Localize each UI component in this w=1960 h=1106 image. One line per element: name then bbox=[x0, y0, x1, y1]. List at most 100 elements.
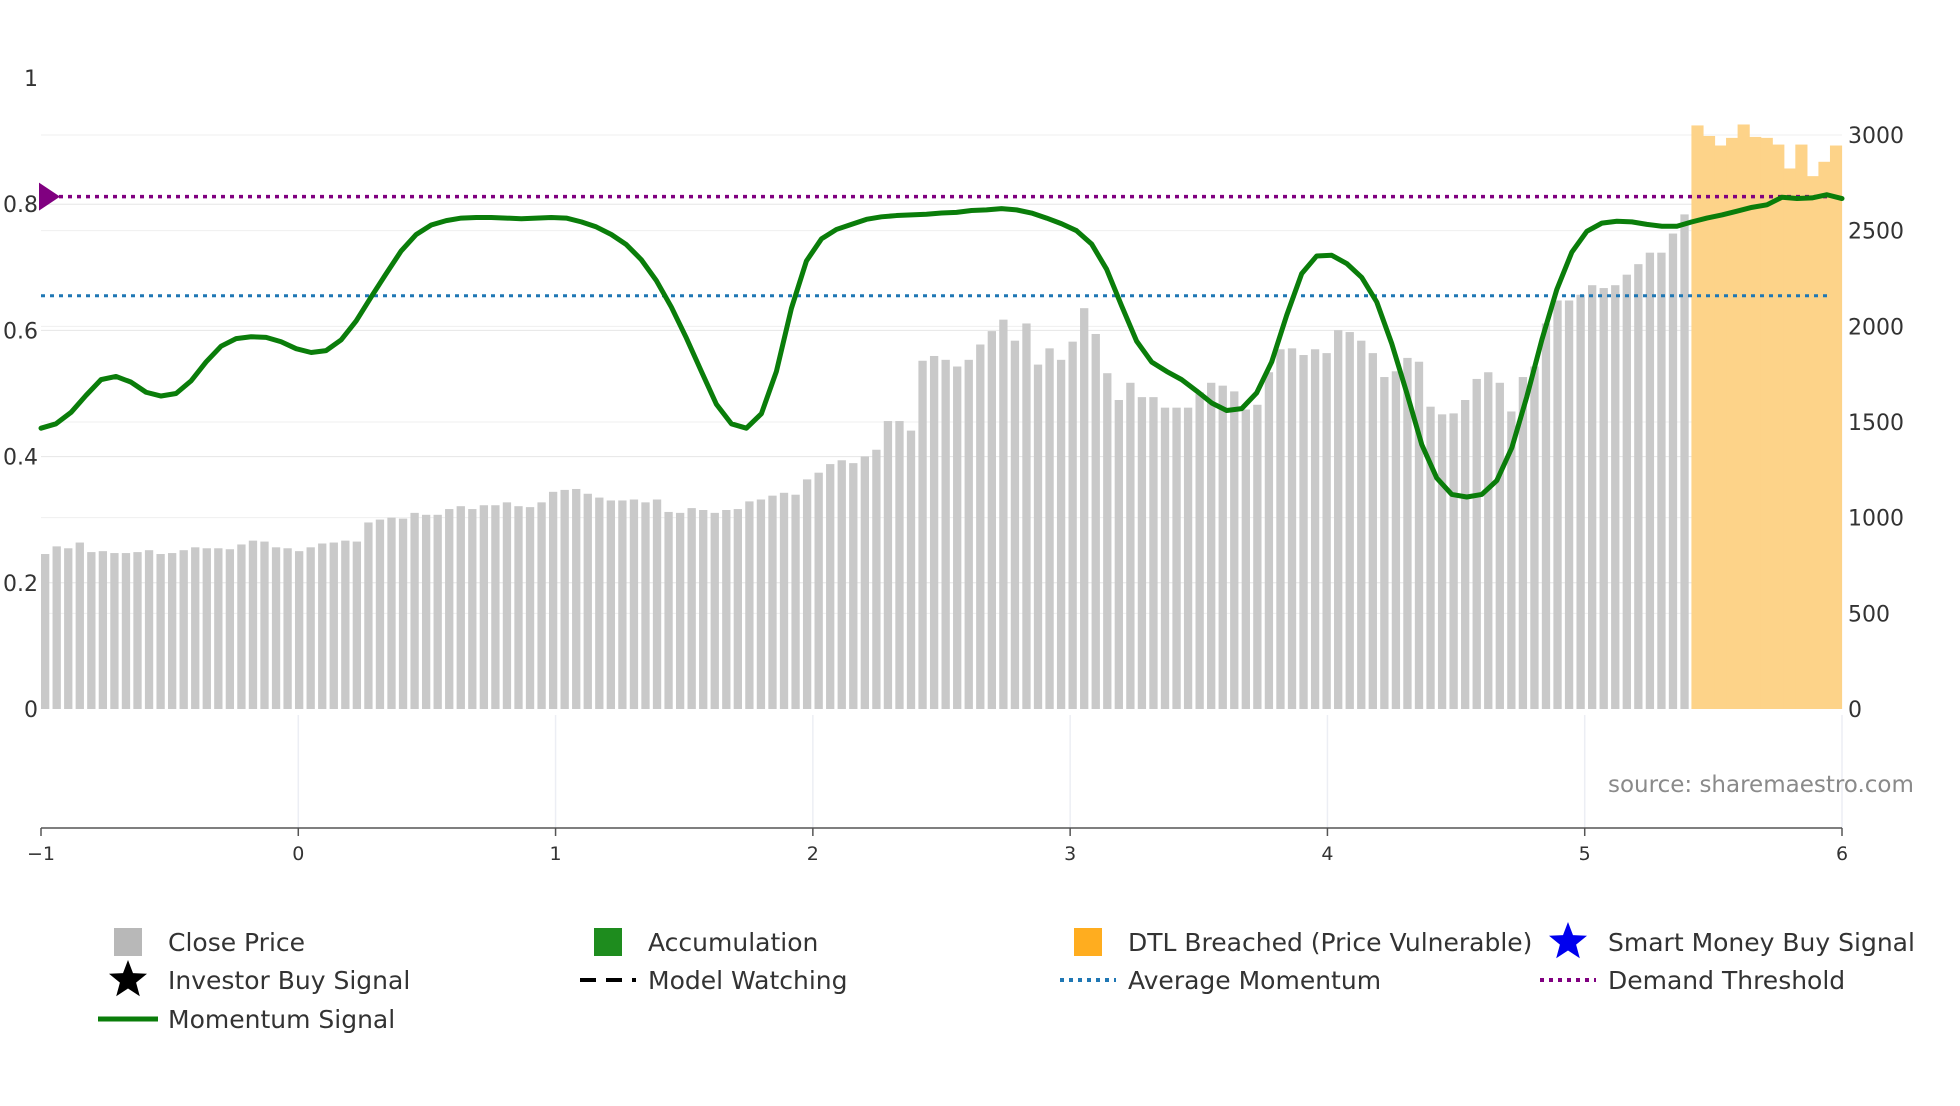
x-tick-label: −1 bbox=[27, 843, 55, 865]
close-price-bar bbox=[179, 550, 188, 709]
close-price-bar bbox=[1495, 382, 1504, 709]
close-price-bar bbox=[1576, 294, 1585, 709]
close-price-bar bbox=[837, 460, 846, 709]
legend-item: DTL Breached (Price Vulnerable) bbox=[1074, 928, 1532, 957]
close-price-bar bbox=[618, 500, 627, 709]
close-price-bar bbox=[1588, 285, 1597, 709]
close-price-bar bbox=[283, 548, 292, 709]
close-price-bar bbox=[1068, 341, 1077, 709]
close-price-bar bbox=[191, 547, 200, 709]
legend-label: DTL Breached (Price Vulnerable) bbox=[1128, 928, 1532, 957]
legend-label: Momentum Signal bbox=[168, 1005, 395, 1034]
close-price-bar bbox=[1276, 349, 1285, 709]
close-price-bar bbox=[629, 499, 639, 709]
close-price-bar bbox=[733, 509, 742, 709]
close-price-bar bbox=[1564, 300, 1574, 709]
close-price-bar bbox=[987, 331, 996, 709]
close-price-bar bbox=[687, 508, 696, 709]
close-price-bar bbox=[1080, 308, 1089, 709]
close-price-bar bbox=[1461, 400, 1470, 709]
close-price-bar bbox=[802, 479, 812, 709]
close-price-bar bbox=[814, 472, 823, 709]
close-price-bar bbox=[1530, 366, 1539, 709]
close-price-bar bbox=[883, 421, 893, 709]
legend-label: Average Momentum bbox=[1128, 966, 1381, 995]
close-price-bar bbox=[318, 543, 327, 709]
close-price-bar bbox=[421, 514, 431, 709]
legend-item: Close Price bbox=[114, 928, 305, 957]
close-price-bar bbox=[595, 497, 604, 709]
left-tick-label: 1 bbox=[24, 67, 38, 92]
close-price-bar bbox=[906, 430, 916, 709]
left-tick-label: 0.8 bbox=[3, 193, 38, 218]
right-tick-label: 1000 bbox=[1848, 507, 1904, 532]
close-price-bar bbox=[491, 505, 500, 709]
close-price-bar bbox=[1033, 364, 1043, 709]
close-price-bar bbox=[133, 552, 142, 709]
close-price-bar bbox=[606, 500, 616, 709]
legend-label: Model Watching bbox=[648, 966, 848, 995]
legend-item: Demand Threshold bbox=[1540, 966, 1845, 995]
x-axis: −1 0 1 2 3 4 5 6 bbox=[27, 827, 1848, 865]
left-axis-ticks: 0 0.2 0.4 0.6 0.8 1 bbox=[3, 67, 38, 723]
close-price-bar bbox=[1010, 340, 1020, 709]
close-price-bar bbox=[583, 493, 592, 709]
close-price-bar bbox=[537, 502, 546, 709]
close-price-bar bbox=[699, 510, 708, 709]
close-price-bars bbox=[41, 214, 1689, 710]
left-tick-label: 0 bbox=[24, 698, 38, 723]
dtl-breached-bar bbox=[1726, 137, 1739, 709]
close-price-bar bbox=[156, 554, 165, 709]
close-price-bar bbox=[1241, 409, 1250, 709]
dtl-breached-bar bbox=[1702, 135, 1716, 709]
close-price-bar bbox=[1622, 274, 1631, 709]
close-price-bar bbox=[745, 501, 754, 709]
x-tick-label: 4 bbox=[1321, 843, 1333, 865]
close-price-bar bbox=[1357, 340, 1366, 709]
close-price-bar bbox=[872, 449, 881, 709]
legend-label: Accumulation bbox=[648, 928, 818, 957]
right-tick-label: 1500 bbox=[1848, 411, 1904, 436]
legend-item: Investor Buy Signal bbox=[109, 960, 410, 997]
close-price-bar bbox=[941, 359, 950, 709]
legend-swatch bbox=[594, 928, 622, 956]
x-tick-label: 3 bbox=[1064, 843, 1076, 865]
close-price-bar bbox=[675, 512, 685, 709]
close-price-bar bbox=[375, 519, 385, 709]
right-tick-label: 500 bbox=[1848, 602, 1890, 627]
close-price-bar bbox=[1437, 414, 1447, 709]
legend-swatch bbox=[114, 928, 142, 956]
close-price-bar bbox=[1518, 377, 1528, 709]
close-price-bar bbox=[214, 548, 223, 709]
close-price-bar bbox=[248, 540, 258, 709]
left-tick-label: 0.4 bbox=[3, 446, 38, 471]
legend-label: Smart Money Buy Signal bbox=[1608, 928, 1915, 957]
close-price-bar bbox=[456, 506, 465, 709]
close-price-bar bbox=[271, 547, 281, 709]
close-price-bar bbox=[1645, 252, 1655, 710]
close-price-bar bbox=[548, 491, 558, 709]
close-price-bar bbox=[1149, 397, 1158, 709]
close-price-bar bbox=[1391, 371, 1401, 709]
close-price-bar bbox=[1334, 330, 1343, 709]
close-price-bar bbox=[976, 344, 985, 709]
close-price-bar bbox=[1114, 400, 1123, 709]
x-tick-label: 0 bbox=[292, 843, 304, 865]
dtl-breached-bar bbox=[1737, 124, 1750, 710]
close-price-bar bbox=[52, 546, 61, 709]
close-price-bar bbox=[121, 553, 131, 709]
close-price-bar bbox=[1599, 288, 1608, 709]
close-price-bar bbox=[352, 541, 362, 709]
close-price-bar bbox=[525, 507, 535, 709]
close-price-bar bbox=[1218, 385, 1227, 709]
close-price-bar bbox=[1230, 391, 1239, 709]
close-price-bar bbox=[87, 552, 96, 709]
close-price-bar bbox=[560, 489, 569, 709]
right-tick-label: 0 bbox=[1848, 698, 1862, 723]
close-price-bar bbox=[1657, 252, 1666, 710]
close-price-bar bbox=[964, 359, 973, 709]
close-price-bar bbox=[167, 553, 177, 709]
dtl-breached-bar bbox=[1772, 144, 1785, 709]
close-price-bar bbox=[260, 541, 269, 709]
close-price-bar bbox=[410, 512, 419, 709]
